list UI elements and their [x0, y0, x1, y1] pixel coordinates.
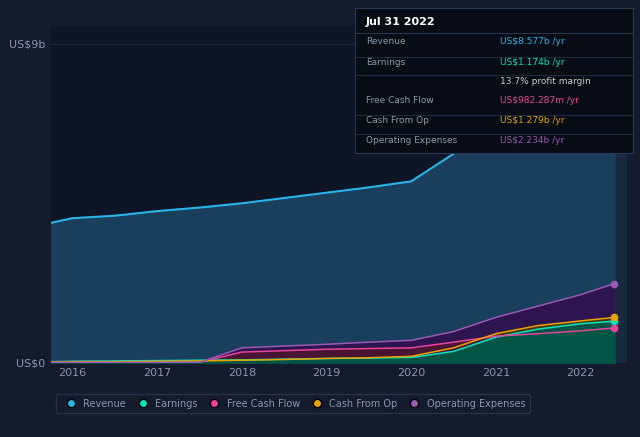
Text: 13.7% profit margin: 13.7% profit margin	[500, 77, 590, 86]
Text: Operating Expenses: Operating Expenses	[366, 136, 458, 146]
Text: Earnings: Earnings	[366, 58, 405, 67]
Text: US$1.174b /yr: US$1.174b /yr	[500, 58, 564, 67]
Text: Jul 31 2022: Jul 31 2022	[366, 17, 436, 27]
Text: US$8.577b /yr: US$8.577b /yr	[500, 37, 564, 46]
Text: US$2.234b /yr: US$2.234b /yr	[500, 136, 564, 146]
Text: Free Cash Flow: Free Cash Flow	[366, 97, 434, 105]
Bar	[568, 26, 627, 363]
Legend: Revenue, Earnings, Free Cash Flow, Cash From Op, Operating Expenses: Revenue, Earnings, Free Cash Flow, Cash …	[56, 394, 530, 413]
Text: Cash From Op: Cash From Op	[366, 116, 429, 125]
Text: US$1.279b /yr: US$1.279b /yr	[500, 116, 564, 125]
Text: US$982.287m /yr: US$982.287m /yr	[500, 97, 579, 105]
Text: Revenue: Revenue	[366, 37, 406, 46]
